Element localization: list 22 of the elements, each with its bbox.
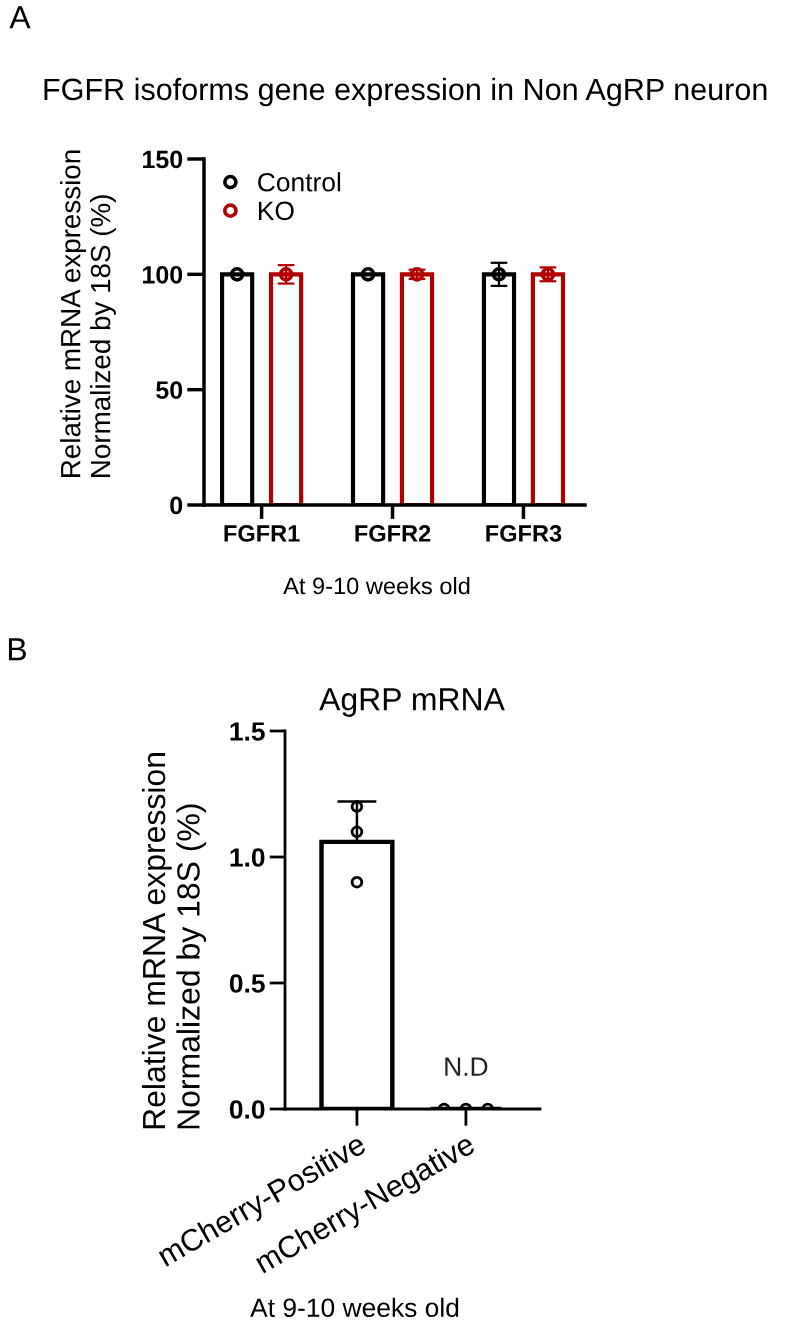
y-axis-title: Relative mRNA expression Normalized by 18S (%) bbox=[141, 753, 207, 1129]
x-axis-title: At 9-10 weeks old bbox=[250, 1297, 459, 1318]
x-axis-title: At 9-10 weeks old bbox=[283, 576, 470, 595]
legend-label: KO bbox=[258, 201, 294, 221]
y-tick-label: 0.5 bbox=[229, 974, 265, 993]
y-tick-label: 1.5 bbox=[230, 722, 265, 741]
chart-title: AgRP mRNA bbox=[319, 688, 505, 717]
y-tick-label: 150 bbox=[143, 150, 183, 169]
x-tick-label: FGFR1 bbox=[224, 525, 300, 542]
y-tick-label: 1.0 bbox=[230, 848, 265, 867]
y-tick-label: 0.0 bbox=[229, 1100, 265, 1119]
y-axis-title: Relative mRNA expression Normalized by 18S (%) bbox=[60, 150, 116, 477]
text: B bbox=[8, 638, 26, 661]
chart-title: FGFR isoforms gene expression in Non AgRP neuron bbox=[44, 77, 767, 107]
x-tick-label: FGFR3 bbox=[486, 525, 562, 542]
legend-label: Control bbox=[258, 172, 341, 192]
x-tick-label: FGFR2 bbox=[355, 525, 431, 542]
y-tick-label: 100 bbox=[143, 265, 183, 284]
y-tick-label: 50 bbox=[156, 381, 183, 399]
text: A bbox=[9, 6, 31, 29]
y-tick-label: 0 bbox=[170, 496, 183, 515]
annotation: N.D bbox=[445, 1057, 488, 1076]
